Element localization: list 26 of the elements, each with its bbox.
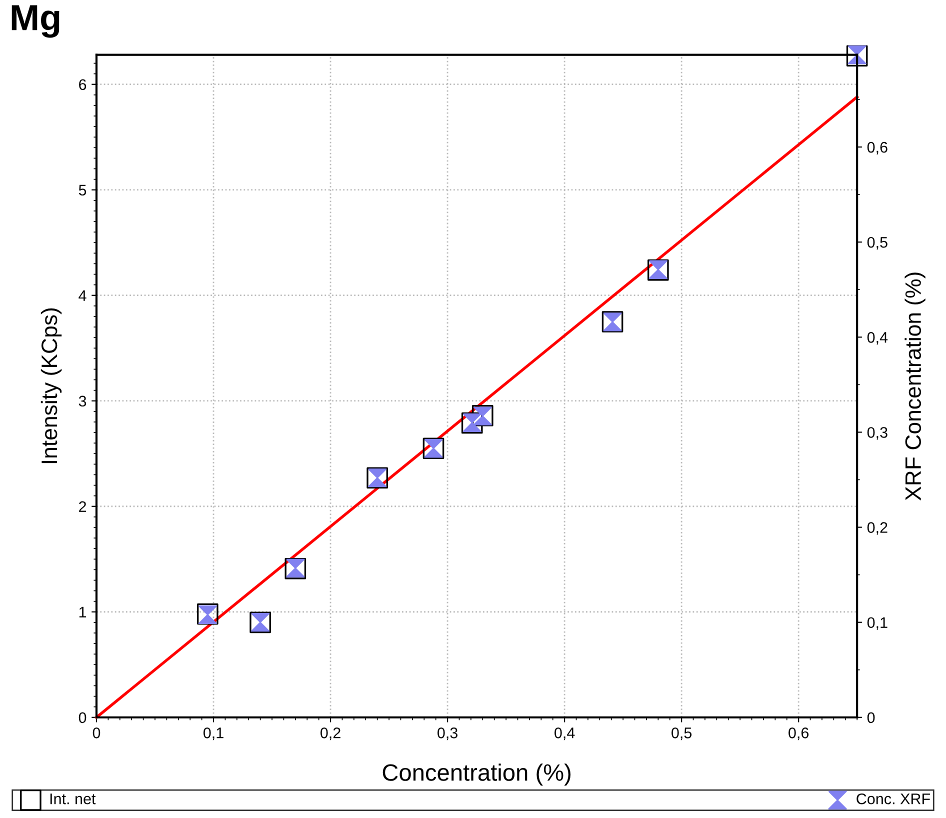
y-axis-title: Intensity (KCps) [40, 308, 62, 464]
y2-tick-label: 0,5 [867, 236, 888, 250]
y-tick-label: 4 [78, 290, 86, 301]
y2-tick-label: 0 [867, 712, 875, 724]
chart-title: Mg [12, 5, 60, 38]
y2-axis-title: XRF Concentration (%) [904, 272, 926, 500]
y-tick-label: 6 [79, 79, 86, 90]
x-tick-label: 0,2 [320, 728, 340, 740]
x-tick-label: 0,6 [788, 728, 809, 740]
y2-tick-label: 0,2 [867, 522, 888, 535]
y-tick-label: 3 [78, 396, 86, 407]
x-tick-label: 0,1 [203, 728, 224, 740]
y2-tick-label: 0,4 [867, 332, 888, 345]
y-tick-label: 1 [79, 606, 86, 618]
x-tick-label: 0 [92, 728, 100, 738]
y-tick-label: 5 [78, 184, 86, 196]
x-tick-label: 0,5 [672, 728, 692, 740]
y2-tick-label: 0,6 [867, 142, 888, 155]
legend-label: Int. net [50, 794, 96, 804]
x-axis-title: Concentration (%) [382, 764, 570, 786]
x-tick-label: 0,4 [554, 728, 575, 740]
y-tick-label: 2 [79, 501, 86, 512]
y2-tick-label: 0,3 [867, 427, 888, 440]
x-tick-label: 0,3 [438, 728, 458, 740]
y-tick-label: 0 [78, 712, 86, 724]
y2-tick-label: 0,1 [867, 617, 888, 630]
